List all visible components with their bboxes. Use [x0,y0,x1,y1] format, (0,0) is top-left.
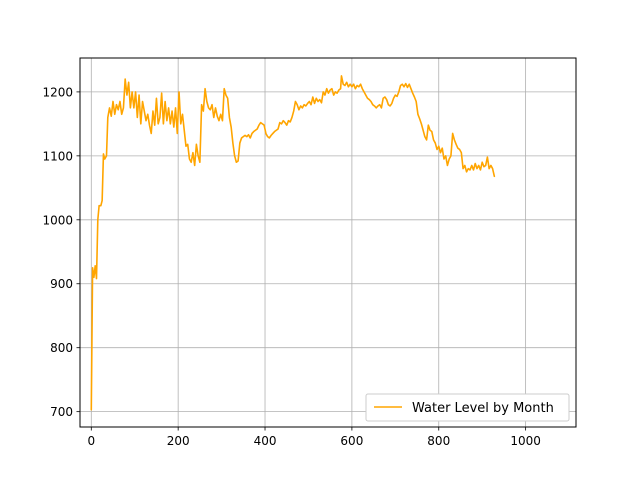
x-tick-label: 800 [427,434,450,448]
plot-area-background [80,58,576,427]
y-tick-label: 800 [50,341,73,355]
x-tick-label: 0 [87,434,95,448]
legend: Water Level by Month [365,393,570,422]
series-layer [90,75,496,411]
y-tick-label: 1000 [42,213,73,227]
y-tick-label: 1200 [42,85,73,99]
x-tick-label: 400 [254,434,277,448]
series-line-water-level [90,75,496,411]
legend-label: Water Level by Month [412,401,554,416]
x-tick-label: 200 [167,434,190,448]
x-axis: 0 200 400 600 800 1000 [87,427,541,448]
y-axis: 700 800 900 1000 1100 1200 [42,85,80,419]
plot-area-frame [79,57,577,428]
gridlines [80,58,576,427]
x-tick-label: 600 [340,434,363,448]
y-tick-label: 1100 [42,149,73,163]
legend-box [365,393,570,422]
y-tick-label: 900 [50,277,73,291]
x-tick-label: 1000 [510,434,541,448]
y-tick-label: 700 [50,405,73,419]
